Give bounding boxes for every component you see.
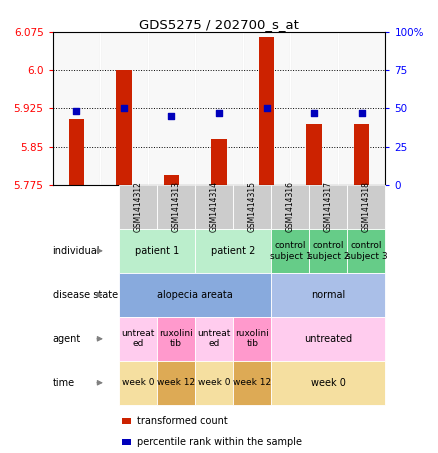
- Bar: [290, 32, 338, 185]
- Title: GDS5275 / 202700_s_at: GDS5275 / 202700_s_at: [139, 18, 299, 30]
- Bar: [100, 32, 148, 185]
- Bar: [233, 317, 271, 361]
- Point: [73, 108, 80, 115]
- Bar: [271, 361, 385, 405]
- Text: week 0: week 0: [311, 378, 346, 388]
- Text: week 0: week 0: [198, 378, 230, 387]
- Point: [120, 105, 127, 112]
- Text: GSM1414313: GSM1414313: [172, 181, 181, 232]
- Bar: [195, 361, 233, 405]
- Text: patient 2: patient 2: [211, 246, 255, 256]
- Bar: [212, 139, 226, 185]
- Text: GSM1414318: GSM1414318: [362, 182, 371, 232]
- Text: GSM1414317: GSM1414317: [324, 181, 333, 232]
- Bar: [243, 32, 290, 185]
- Text: alopecia areata: alopecia areata: [157, 290, 233, 300]
- Bar: [119, 361, 157, 405]
- Bar: [271, 273, 385, 317]
- Bar: [259, 37, 274, 185]
- Text: GSM1414314: GSM1414314: [210, 181, 219, 232]
- Bar: [123, 439, 131, 445]
- Text: untreat
ed: untreat ed: [198, 329, 231, 348]
- Text: untreated: untreated: [304, 334, 353, 344]
- Bar: [309, 185, 347, 229]
- Text: control
subject 3: control subject 3: [346, 241, 387, 260]
- Bar: [69, 119, 84, 185]
- Text: percentile rank within the sample: percentile rank within the sample: [138, 437, 303, 447]
- Text: GSM1414312: GSM1414312: [134, 182, 143, 232]
- Bar: [354, 124, 369, 185]
- Text: individual: individual: [53, 246, 100, 256]
- Bar: [195, 32, 243, 185]
- Bar: [271, 317, 385, 361]
- Bar: [119, 317, 157, 361]
- Text: ruxolini
tib: ruxolini tib: [159, 329, 193, 348]
- Point: [168, 112, 175, 120]
- Text: normal: normal: [311, 290, 346, 300]
- Bar: [53, 32, 100, 185]
- Text: week 0: week 0: [122, 378, 155, 387]
- Text: week 12: week 12: [233, 378, 272, 387]
- Bar: [195, 229, 271, 273]
- Bar: [123, 418, 131, 424]
- Text: week 12: week 12: [157, 378, 195, 387]
- Text: disease state: disease state: [53, 290, 118, 300]
- Point: [215, 109, 223, 116]
- Bar: [148, 32, 195, 185]
- Bar: [157, 361, 195, 405]
- Text: patient 1: patient 1: [135, 246, 179, 256]
- Bar: [338, 32, 385, 185]
- Text: agent: agent: [53, 334, 81, 344]
- Bar: [119, 229, 195, 273]
- Bar: [271, 185, 309, 229]
- Bar: [307, 124, 322, 185]
- Text: time: time: [53, 378, 75, 388]
- Bar: [195, 317, 233, 361]
- Bar: [347, 229, 385, 273]
- Point: [311, 109, 318, 116]
- Point: [263, 105, 270, 112]
- Bar: [116, 70, 131, 185]
- Bar: [164, 175, 179, 185]
- Bar: [309, 229, 347, 273]
- Bar: [271, 229, 309, 273]
- Bar: [233, 185, 271, 229]
- Text: control
subject 2: control subject 2: [307, 241, 349, 260]
- Bar: [157, 185, 195, 229]
- Bar: [347, 185, 385, 229]
- Text: control
subject 1: control subject 1: [269, 241, 311, 260]
- Bar: [157, 317, 195, 361]
- Point: [358, 109, 365, 116]
- Text: transformed count: transformed count: [138, 416, 228, 426]
- Bar: [233, 361, 271, 405]
- Text: GSM1414316: GSM1414316: [286, 181, 295, 232]
- Bar: [119, 185, 157, 229]
- Bar: [119, 273, 271, 317]
- Text: untreat
ed: untreat ed: [121, 329, 155, 348]
- Text: ruxolini
tib: ruxolini tib: [235, 329, 269, 348]
- Text: GSM1414315: GSM1414315: [248, 181, 257, 232]
- Bar: [195, 185, 233, 229]
